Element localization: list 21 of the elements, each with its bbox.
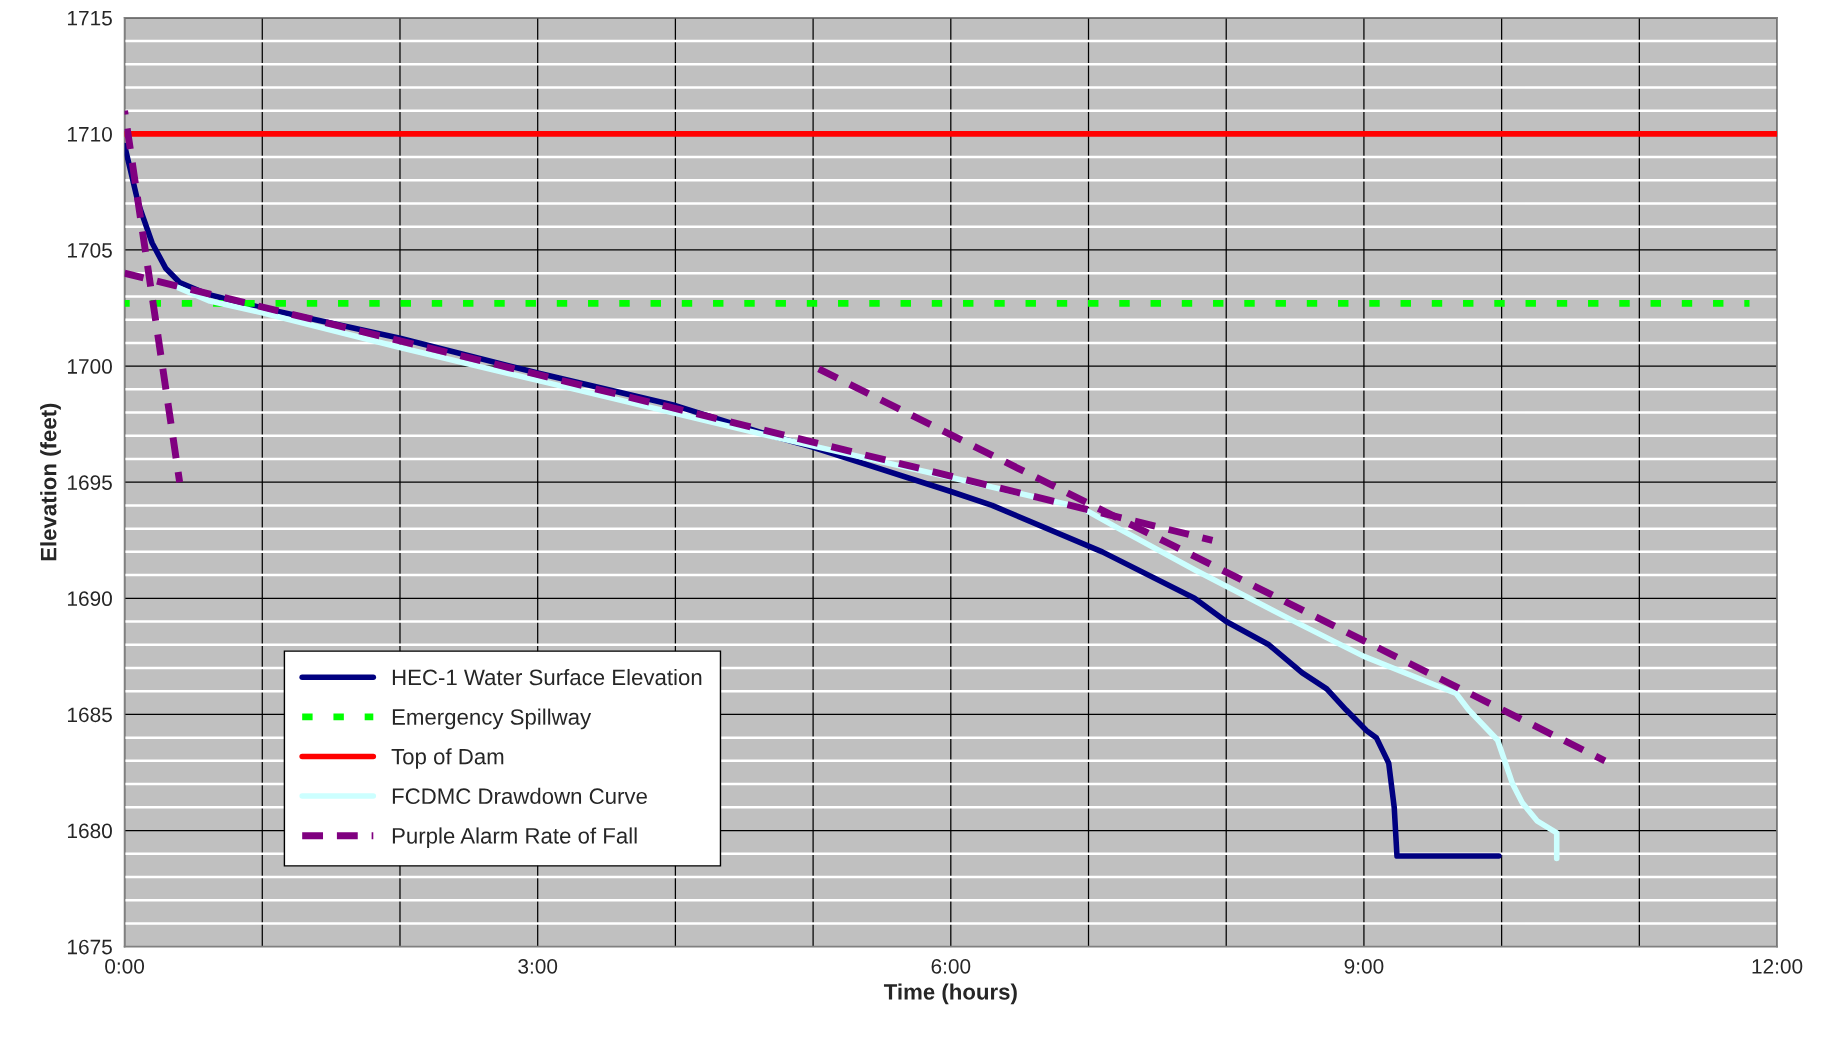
y-tick-label: 1690 — [68, 591, 112, 607]
x-tick-label: 6:00 — [931, 958, 971, 974]
x-tick-label: 3:00 — [518, 958, 558, 974]
y-tick-label: 1715 — [68, 11, 112, 26]
legend-label: Emergency Spillway — [392, 708, 592, 730]
legend-label: FCDMC Drawdown Curve — [392, 787, 647, 805]
y-axis-title: Elevation (feet) — [40, 403, 61, 561]
legend-label: HEC-1 Water Surface Elevation — [392, 668, 702, 686]
y-tick-label: 1680 — [68, 823, 112, 839]
y-tick-label: 1675 — [68, 939, 112, 955]
y-tick-label: 1705 — [68, 243, 112, 258]
y-tick-label: 1710 — [68, 126, 112, 142]
x-tick-label: 0:00 — [105, 958, 145, 974]
legend-label: Top of Dam — [391, 748, 504, 769]
y-tick-label: 1695 — [68, 475, 112, 490]
legend-label: Purple Alarm Rate of Fall — [392, 827, 637, 849]
y-tick-label: 1700 — [68, 359, 112, 374]
x-tick-label: 9:00 — [1344, 958, 1384, 974]
y-tick-label: 1685 — [68, 707, 112, 723]
x-tick-label: 12:00 — [1752, 958, 1803, 974]
x-axis-title: Time (hours) — [883, 983, 1017, 1005]
